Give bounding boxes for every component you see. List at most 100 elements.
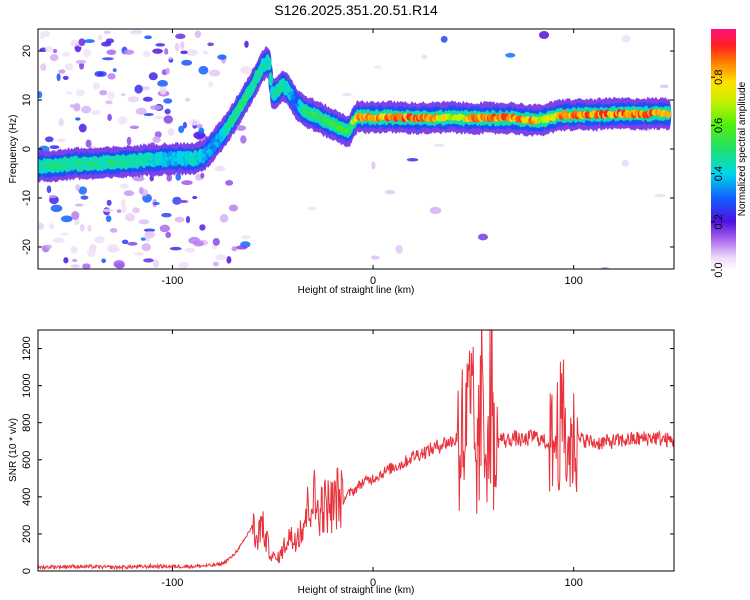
noise-blob (180, 50, 188, 55)
spectrogram-x-label: Height of straight line (km) (298, 285, 415, 296)
ridge-cell (213, 141, 219, 145)
ridge-cell (147, 159, 153, 163)
noise-blob (212, 238, 220, 246)
noise-blob (161, 212, 172, 218)
noise-blob (208, 69, 221, 77)
noise-blob (184, 247, 196, 253)
noise-blob (126, 136, 132, 146)
ridge-cell (252, 80, 258, 85)
noise-blob (62, 75, 69, 80)
noise-blob (167, 128, 175, 136)
ridge-cell (250, 83, 256, 88)
noise-blob (46, 185, 52, 194)
ridge-cell (234, 111, 240, 115)
noise-blob (103, 30, 112, 35)
y-tick-label: -20 (21, 239, 33, 255)
noise-blob (174, 216, 185, 223)
noise-blob (477, 233, 489, 241)
noise-blob (123, 190, 135, 197)
noise-blob (185, 97, 191, 102)
noise-blob (87, 224, 92, 232)
noise-blob (49, 223, 55, 230)
noise-blob (149, 175, 154, 182)
colorbar-tick-label: 0.8 (713, 70, 725, 85)
noise-blob (199, 224, 206, 231)
noise-blob (42, 30, 51, 37)
snr-frame (37, 329, 675, 572)
noise-blob (120, 199, 126, 207)
y-tick-label: -10 (21, 190, 33, 206)
x-tick-label: 100 (565, 577, 583, 589)
chart-title: S126.2025.351.20.51.R14 (274, 2, 438, 18)
noise-blob (163, 115, 174, 124)
noise-blob (172, 196, 182, 205)
noise-blob (169, 246, 182, 251)
noise-blob (181, 59, 193, 66)
noise-blob (114, 262, 125, 269)
noise-blob (58, 118, 64, 127)
ridge-cell (218, 136, 224, 140)
noise-blob (49, 54, 59, 62)
noise-blob (119, 183, 129, 189)
noise-blob (78, 186, 88, 195)
noise-blob (186, 49, 199, 56)
ridge-cell (258, 68, 264, 72)
noise-blob (219, 213, 229, 223)
noise-blob (142, 96, 153, 102)
noise-blob (163, 98, 173, 104)
noise-blob (56, 73, 61, 82)
noise-blob (406, 157, 419, 162)
noise-blob (165, 67, 170, 75)
noise-blob (185, 215, 191, 224)
noise-blob (84, 39, 95, 44)
noise-blob (240, 135, 247, 144)
noise-blob (307, 207, 317, 211)
noise-blob (148, 72, 158, 81)
noise-blob (52, 49, 58, 54)
ridge-cell (210, 145, 216, 148)
noise-blob (62, 52, 71, 57)
noise-blob (38, 91, 43, 99)
noise-blob (429, 206, 442, 215)
noise-blob (241, 234, 251, 240)
noise-blob (211, 244, 217, 250)
ridge-layer (38, 60, 672, 170)
noise-blob (177, 199, 188, 204)
noise-blob (64, 63, 74, 71)
noise-blob (144, 231, 156, 239)
noise-blob (73, 103, 81, 112)
noise-blob (70, 245, 78, 254)
noise-blob (165, 231, 172, 239)
snr-x-axis: -100 0 100 (161, 330, 583, 589)
noise-blob (106, 199, 112, 206)
noise-blob (180, 41, 185, 50)
ridge-cell (226, 124, 232, 129)
noise-blob (149, 104, 162, 111)
spectrogram-y-axis: -20 -10 0 10 20 (21, 45, 674, 255)
noise-blob (75, 59, 87, 64)
noise-blob (107, 113, 112, 122)
ridge-cell (253, 76, 259, 81)
noise-blob (82, 263, 91, 269)
colorbar-tick-label: 0.4 (713, 166, 725, 181)
noise-blob (143, 50, 151, 58)
noise-blob (140, 237, 146, 241)
ridge-cell (205, 150, 211, 154)
noise-blob (94, 70, 104, 77)
noise-blob (373, 65, 382, 69)
colorbar-label: Normalized spectral amplitude (737, 81, 748, 216)
noise-blob (130, 29, 143, 35)
noise-blob (105, 215, 112, 223)
noise-blob (395, 244, 403, 254)
noise-blob (384, 189, 396, 195)
noise-blob (71, 258, 78, 263)
noise-blob (56, 138, 67, 143)
noise-blob (83, 48, 92, 58)
ridge-cell (266, 62, 272, 66)
ridge-cell (215, 139, 221, 142)
noise-blob (109, 228, 118, 233)
noise-blob (175, 33, 186, 40)
noise-blob (226, 256, 232, 264)
noise-blob (117, 115, 128, 125)
